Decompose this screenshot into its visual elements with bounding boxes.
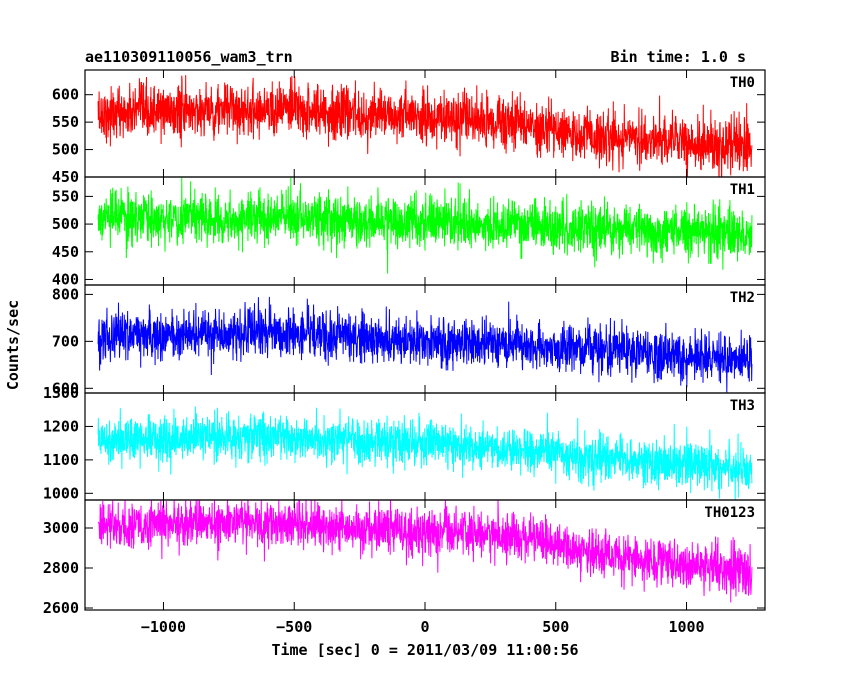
y-tick-label-th3: 1000	[43, 484, 79, 502]
x-tick-label: −500	[276, 618, 312, 636]
bin-time-label: Bin time: 1.0 s	[611, 48, 746, 66]
y-tick-label-th1: 550	[52, 187, 79, 205]
x-tick-label: 0	[420, 618, 429, 636]
y-tick-label-th3: 1100	[43, 451, 79, 469]
y-tick-label-th1: 500	[52, 215, 79, 233]
series-line-th2	[97, 296, 753, 393]
series-line-th1	[97, 177, 753, 274]
y-tick-label-th0: 500	[52, 141, 79, 159]
y-tick-label-th1: 450	[52, 243, 79, 261]
y-tick-label-th0123: 2600	[43, 599, 79, 617]
series-line-th0123	[97, 500, 753, 603]
y-tick-label-th0123: 2800	[43, 559, 79, 577]
x-tick-label: 500	[542, 618, 569, 636]
x-tick-label: 1000	[668, 618, 704, 636]
series-line-th0	[97, 75, 753, 177]
x-tick-label: −1000	[141, 618, 186, 636]
y-tick-label-th3: 1200	[43, 417, 79, 435]
series-line-th3	[97, 406, 753, 500]
x-axis-label: Time [sec] 0 = 2011/03/09 11:00:56	[271, 641, 578, 659]
y-tick-label-th3: 1300	[43, 384, 79, 402]
y-tick-label-th2: 700	[52, 332, 79, 350]
panel-label-th0123: TH0123	[704, 505, 755, 521]
panel-label-th3: TH3	[730, 398, 755, 414]
panel-label-th0: TH0	[730, 75, 755, 91]
y-tick-label-th0123: 3000	[43, 519, 79, 537]
y-tick-label-th0: 450	[52, 168, 79, 186]
y-tick-label-th2: 600	[52, 379, 79, 397]
panels-group: 450 500 550 600 TH0 400 450 500 550 TH1 600 700 800 T…	[43, 69, 766, 636]
y-tick-label-th2: 800	[52, 285, 79, 303]
y-tick-label-th1: 400	[52, 270, 79, 288]
panel-label-th1: TH1	[730, 182, 755, 198]
y-tick-label-th0: 600	[52, 86, 79, 104]
chart-title: ae110309110056_wam3_trn	[85, 48, 293, 66]
y-tick-label-th0: 550	[52, 113, 79, 131]
y-axis-label: Counts/sec	[4, 300, 22, 390]
panel-label-th2: TH2	[730, 290, 755, 306]
